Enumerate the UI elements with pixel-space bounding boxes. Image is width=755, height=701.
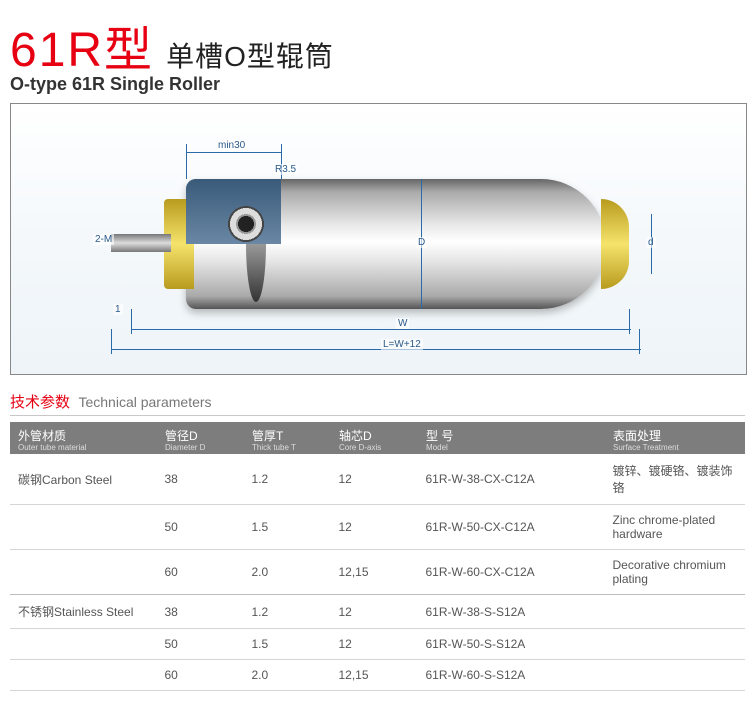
cell-material: 碳钢Carbon Steel xyxy=(10,454,157,505)
cell-thickness: 1.2 xyxy=(244,595,331,629)
cell-model: 61R-W-50-S-S12A xyxy=(418,629,605,660)
cell-thickness: 2.0 xyxy=(244,550,331,595)
cell-material xyxy=(10,660,157,691)
dim-r35: R3.5 xyxy=(273,164,298,175)
cell-core: 12,15 xyxy=(331,550,418,595)
cell-surface: Zinc chrome-plated hardware xyxy=(605,505,745,550)
technical-diagram: min30 R3.5 W L=W+12 D d 2-M 1 xyxy=(10,103,747,375)
table-row: 不锈钢Stainless Steel381.21261R-W-38-S-S12A xyxy=(10,595,745,629)
cell-diameter: 38 xyxy=(157,595,244,629)
cell-thickness: 2.0 xyxy=(244,660,331,691)
cell-thickness: 1.2 xyxy=(244,454,331,505)
col-header-thickness: 管厚T Thick tube T xyxy=(244,422,331,454)
cell-model: 61R-W-38-CX-C12A xyxy=(418,454,605,505)
cell-surface xyxy=(605,660,745,691)
col-header-surface-en: Surface Treatment xyxy=(613,443,736,452)
section-title: 技术参数 Technical parameters xyxy=(10,391,745,416)
col-header-thickness-cn: 管厚T xyxy=(252,427,322,444)
col-header-surface-cn: 表面处理 xyxy=(613,427,736,444)
parameters-table: 外管材质 Outer tube material 管径D Diameter D … xyxy=(10,422,745,691)
cell-diameter: 60 xyxy=(157,660,244,691)
cell-model: 61R-W-60-CX-C12A xyxy=(418,550,605,595)
cell-thickness: 1.5 xyxy=(244,629,331,660)
cell-model: 61R-W-60-S-S12A xyxy=(418,660,605,691)
cell-model: 61R-W-38-S-S12A xyxy=(418,595,605,629)
col-header-surface: 表面处理 Surface Treatment xyxy=(605,422,745,454)
dim-d: d xyxy=(646,237,656,248)
cell-diameter: 60 xyxy=(157,550,244,595)
cell-material: 不锈钢Stainless Steel xyxy=(10,595,157,629)
cell-core: 12 xyxy=(331,629,418,660)
cell-diameter: 50 xyxy=(157,629,244,660)
col-header-diameter-cn: 管径D xyxy=(165,427,235,444)
cell-core: 12,15 xyxy=(331,660,418,691)
table-row: 501.51261R-W-50-CX-C12AZinc chrome-plate… xyxy=(10,505,745,550)
cell-material xyxy=(10,550,157,595)
col-header-material: 外管材质 Outer tube material xyxy=(10,422,157,454)
dim-min30: min30 xyxy=(216,140,247,151)
col-header-core: 轴芯D Core D-axis xyxy=(331,422,418,454)
title-sub-cn: 单槽O型辊筒 xyxy=(166,35,334,75)
cell-material xyxy=(10,629,157,660)
cell-diameter: 50 xyxy=(157,505,244,550)
section-title-en: Technical parameters xyxy=(78,394,211,410)
col-header-model: 型 号 Model xyxy=(418,422,605,454)
roller-cutaway xyxy=(186,179,281,244)
cell-surface: Decorative chromium plating xyxy=(605,550,745,595)
col-header-core-cn: 轴芯D xyxy=(339,427,409,444)
table-row: 602.012,1561R-W-60-CX-C12ADecorative chr… xyxy=(10,550,745,595)
cell-diameter: 38 xyxy=(157,454,244,505)
col-header-model-cn: 型 号 xyxy=(426,427,596,444)
table-row: 602.012,1561R-W-60-S-S12A xyxy=(10,660,745,691)
col-header-material-en: Outer tube material xyxy=(18,443,148,452)
table-row: 501.51261R-W-50-S-S12A xyxy=(10,629,745,660)
col-header-model-en: Model xyxy=(426,443,596,452)
col-header-diameter-en: Diameter D xyxy=(165,443,235,452)
cell-surface: 镀锌、镀硬铬、镀装饰铬 xyxy=(605,454,745,505)
cell-thickness: 1.5 xyxy=(244,505,331,550)
roller-cap-right xyxy=(601,199,629,289)
cell-model: 61R-W-50-CX-C12A xyxy=(418,505,605,550)
roller-shaft xyxy=(111,234,171,252)
dim-L: L=W+12 xyxy=(381,339,423,350)
cell-core: 12 xyxy=(331,595,418,629)
col-header-thickness-en: Thick tube T xyxy=(252,443,322,452)
dim-1: 1 xyxy=(113,304,123,315)
cell-core: 12 xyxy=(331,505,418,550)
title-main: 61R型 xyxy=(10,10,154,80)
col-header-core-en: Core D-axis xyxy=(339,443,409,452)
col-header-diameter: 管径D Diameter D xyxy=(157,422,244,454)
dim-W: W xyxy=(396,318,409,329)
section-title-cn: 技术参数 xyxy=(10,394,70,411)
cell-material xyxy=(10,505,157,550)
title-sub-en: O-type 61R Single Roller xyxy=(10,74,745,95)
col-header-material-cn: 外管材质 xyxy=(18,427,148,444)
cell-core: 12 xyxy=(331,454,418,505)
cell-surface xyxy=(605,595,745,629)
dim-D: D xyxy=(416,237,427,248)
cell-surface xyxy=(605,629,745,660)
dim-2M: 2-M xyxy=(93,234,114,245)
table-row: 碳钢Carbon Steel381.21261R-W-38-CX-C12A镀锌、… xyxy=(10,454,745,505)
